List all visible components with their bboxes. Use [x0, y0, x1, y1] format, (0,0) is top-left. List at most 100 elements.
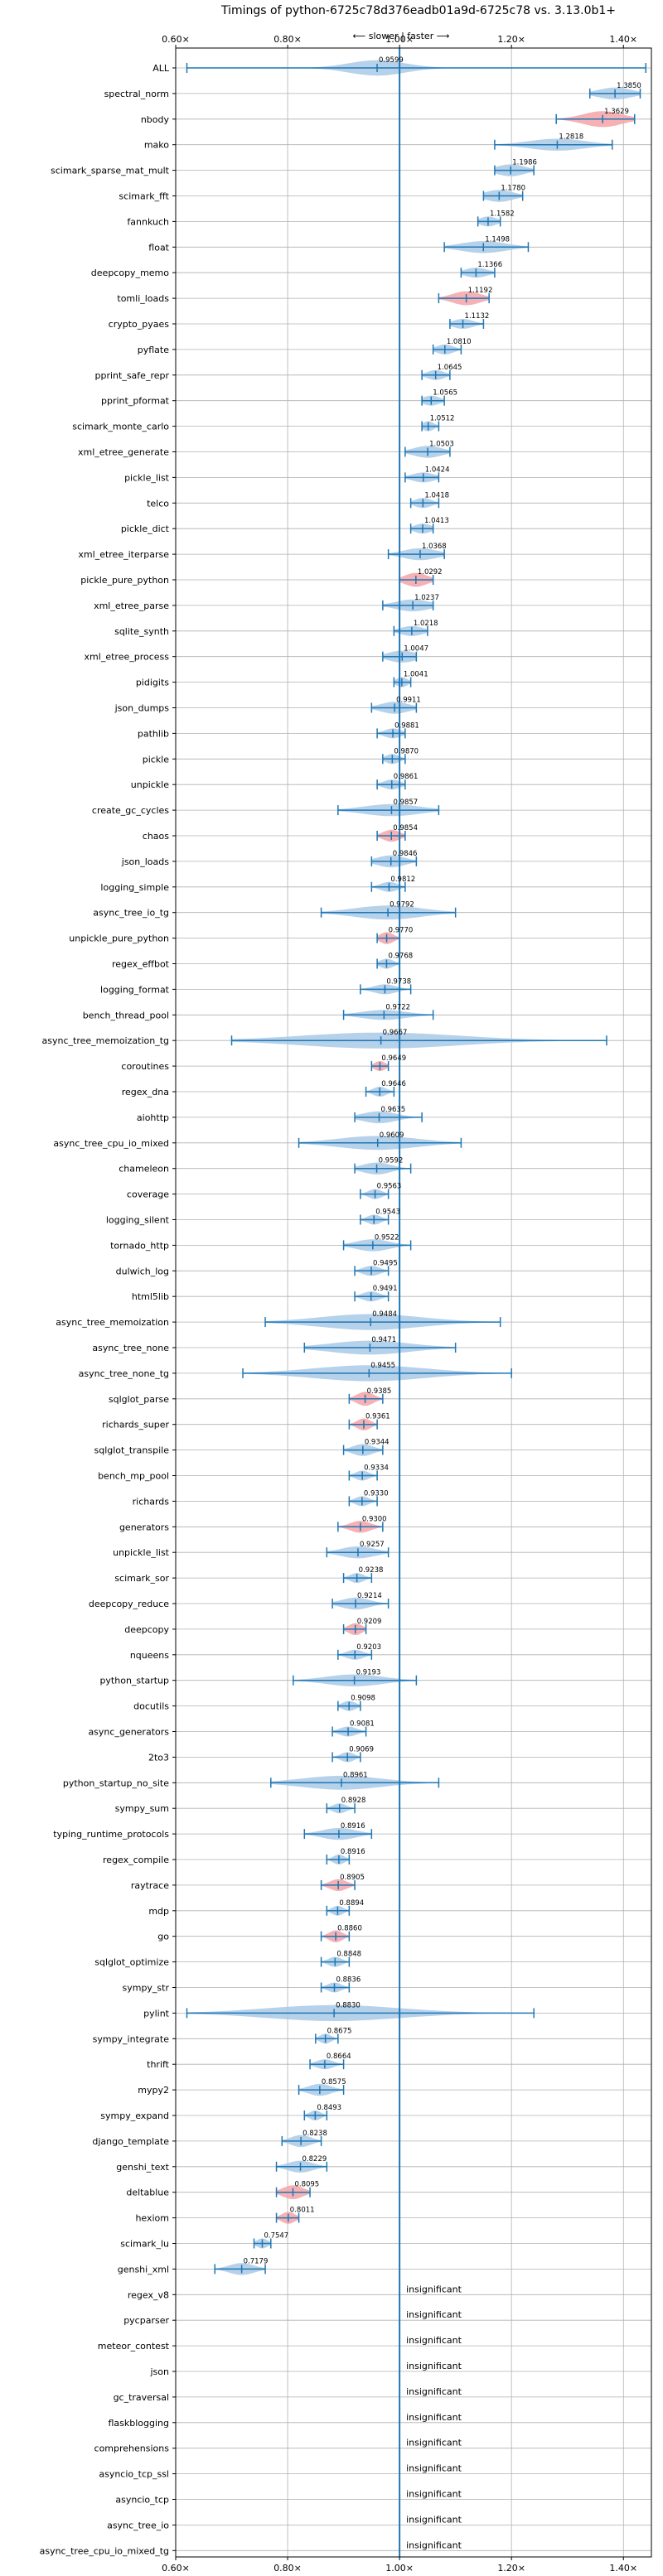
category-label: html5lib: [132, 1291, 169, 1302]
category-label: scimark_sor: [114, 1573, 169, 1584]
value-label: 0.9861: [394, 773, 419, 781]
category-label: tomli_loads: [117, 293, 169, 304]
value-label: 1.3629: [604, 108, 629, 116]
value-label: 0.8830: [336, 2001, 361, 2009]
chart-title: Timings of python-6725c78d376eadb01a9d-6…: [220, 4, 616, 17]
category-label: pprint_safe_repr: [95, 370, 170, 381]
category-label: python_startup: [99, 1676, 169, 1686]
value-label: 1.0292: [418, 568, 443, 576]
category-label: nqueens: [130, 1650, 169, 1661]
value-label: 0.8916: [341, 1848, 365, 1856]
category-label: sqlglot_parse: [109, 1394, 169, 1405]
category-label: unpickle_pure_python: [69, 933, 169, 944]
value-label: 1.0237: [414, 594, 439, 602]
value-label: 0.9522: [375, 1233, 399, 1242]
category-label: regex_v8: [128, 2289, 169, 2300]
value-label: 0.8848: [336, 1951, 361, 1959]
value-label: 0.9385: [367, 1387, 392, 1396]
top-tick-label: 0.60×: [162, 34, 190, 45]
value-label: 0.9344: [365, 1439, 390, 1447]
category-label: ALL: [152, 63, 170, 74]
category-label: telco: [147, 498, 169, 509]
category-label: scimark_fft: [119, 191, 169, 202]
category-label: scimark_monte_carlo: [72, 422, 169, 432]
category-label: async_tree_memoization_tg: [42, 1035, 170, 1046]
category-label: raytrace: [131, 1880, 169, 1891]
value-label: 0.9495: [373, 1259, 398, 1267]
top-tick-label: 1.20×: [497, 34, 525, 45]
value-label: 0.9081: [350, 1720, 375, 1729]
value-label: 1.1366: [477, 261, 502, 269]
category-label: crypto_pyaes: [109, 319, 170, 330]
value-label: 0.9334: [364, 1464, 389, 1473]
category-label: chameleon: [119, 1164, 169, 1175]
value-label: 0.8928: [341, 1797, 366, 1805]
top-tick-label: 1.40×: [609, 34, 637, 45]
category-label: deepcopy_reduce: [89, 1599, 169, 1609]
value-label: 1.0565: [433, 389, 457, 398]
value-label: 0.9300: [362, 1515, 387, 1523]
value-label: 0.7547: [264, 2232, 288, 2241]
value-label: 0.8493: [317, 2104, 341, 2112]
category-label: async_tree_memoization: [56, 1317, 169, 1328]
category-label: xml_etree_process: [85, 652, 170, 663]
category-label: async_generators: [88, 1727, 169, 1738]
value-label: 0.9649: [381, 1054, 406, 1063]
value-label: 1.0503: [429, 441, 454, 449]
value-label: 0.9543: [375, 1208, 400, 1217]
value-label: 0.9812: [390, 876, 415, 884]
category-label: pprint_pformat: [101, 396, 170, 407]
value-label: 0.9792: [390, 901, 414, 909]
insignificant-label: insignificant: [406, 2489, 462, 2500]
category-label: sympy_expand: [100, 2110, 169, 2121]
category-label: spectral_norm: [104, 89, 169, 99]
category-label: pathlib: [138, 728, 169, 739]
value-label: 1.1132: [465, 312, 490, 321]
value-label: 0.8095: [294, 2181, 319, 2189]
value-label: 0.8961: [343, 1771, 368, 1779]
value-label: 0.8575: [322, 2078, 346, 2086]
category-label: asyncio_tcp: [115, 2495, 169, 2506]
category-label: scimark_lu: [120, 2239, 169, 2250]
value-label: 0.9193: [356, 1669, 381, 1677]
category-label: asyncio_tcp_ssl: [99, 2469, 169, 2480]
category-label: async_tree_cpu_io_mixed: [53, 1138, 169, 1149]
category-label: xml_etree_generate: [78, 447, 169, 458]
value-label: 1.1986: [512, 159, 537, 167]
category-label: deltablue: [126, 2188, 169, 2198]
value-label: 0.9881: [394, 721, 419, 730]
value-label: 0.8675: [327, 2027, 352, 2035]
violin-layer: [186, 60, 646, 2275]
top-tick-label: 1.00×: [385, 34, 414, 45]
category-label: sympy_str: [122, 1983, 169, 1994]
category-label: 2to3: [148, 1752, 169, 1763]
category-label: docutils: [133, 1701, 169, 1712]
value-label: 0.9361: [365, 1413, 390, 1421]
insignificant-label: insignificant: [406, 2540, 462, 2550]
value-label: 0.9592: [379, 1157, 404, 1165]
value-label: 0.9455: [370, 1362, 395, 1370]
value-label: 0.8860: [337, 1925, 362, 1933]
category-label: xml_etree_parse: [94, 601, 169, 611]
category-label: genshi_text: [116, 2162, 169, 2173]
category-label: deepcopy_memo: [91, 268, 169, 278]
insignificant-label: insignificant: [406, 2514, 462, 2525]
category-label: chaos: [143, 831, 169, 842]
category-label: sympy_integrate: [93, 2033, 170, 2044]
category-label: coverage: [127, 1189, 169, 1200]
category-label: json: [150, 2366, 170, 2377]
value-label: 0.9563: [377, 1183, 402, 1191]
category-label: mypy2: [138, 2085, 169, 2096]
value-label: 1.1582: [490, 210, 515, 218]
category-label: regex_dna: [122, 1087, 169, 1097]
value-label: 0.9768: [388, 953, 413, 961]
value-label: 1.0424: [425, 466, 450, 474]
value-label: 0.9330: [364, 1489, 389, 1498]
category-label: async_tree_io: [107, 2520, 169, 2530]
category-label: hexiom: [135, 2213, 169, 2224]
value-label: 0.9209: [357, 1618, 382, 1626]
value-label: 1.2818: [559, 133, 583, 142]
category-label: go: [157, 1932, 169, 1942]
category-label: genshi_xml: [118, 2264, 169, 2275]
